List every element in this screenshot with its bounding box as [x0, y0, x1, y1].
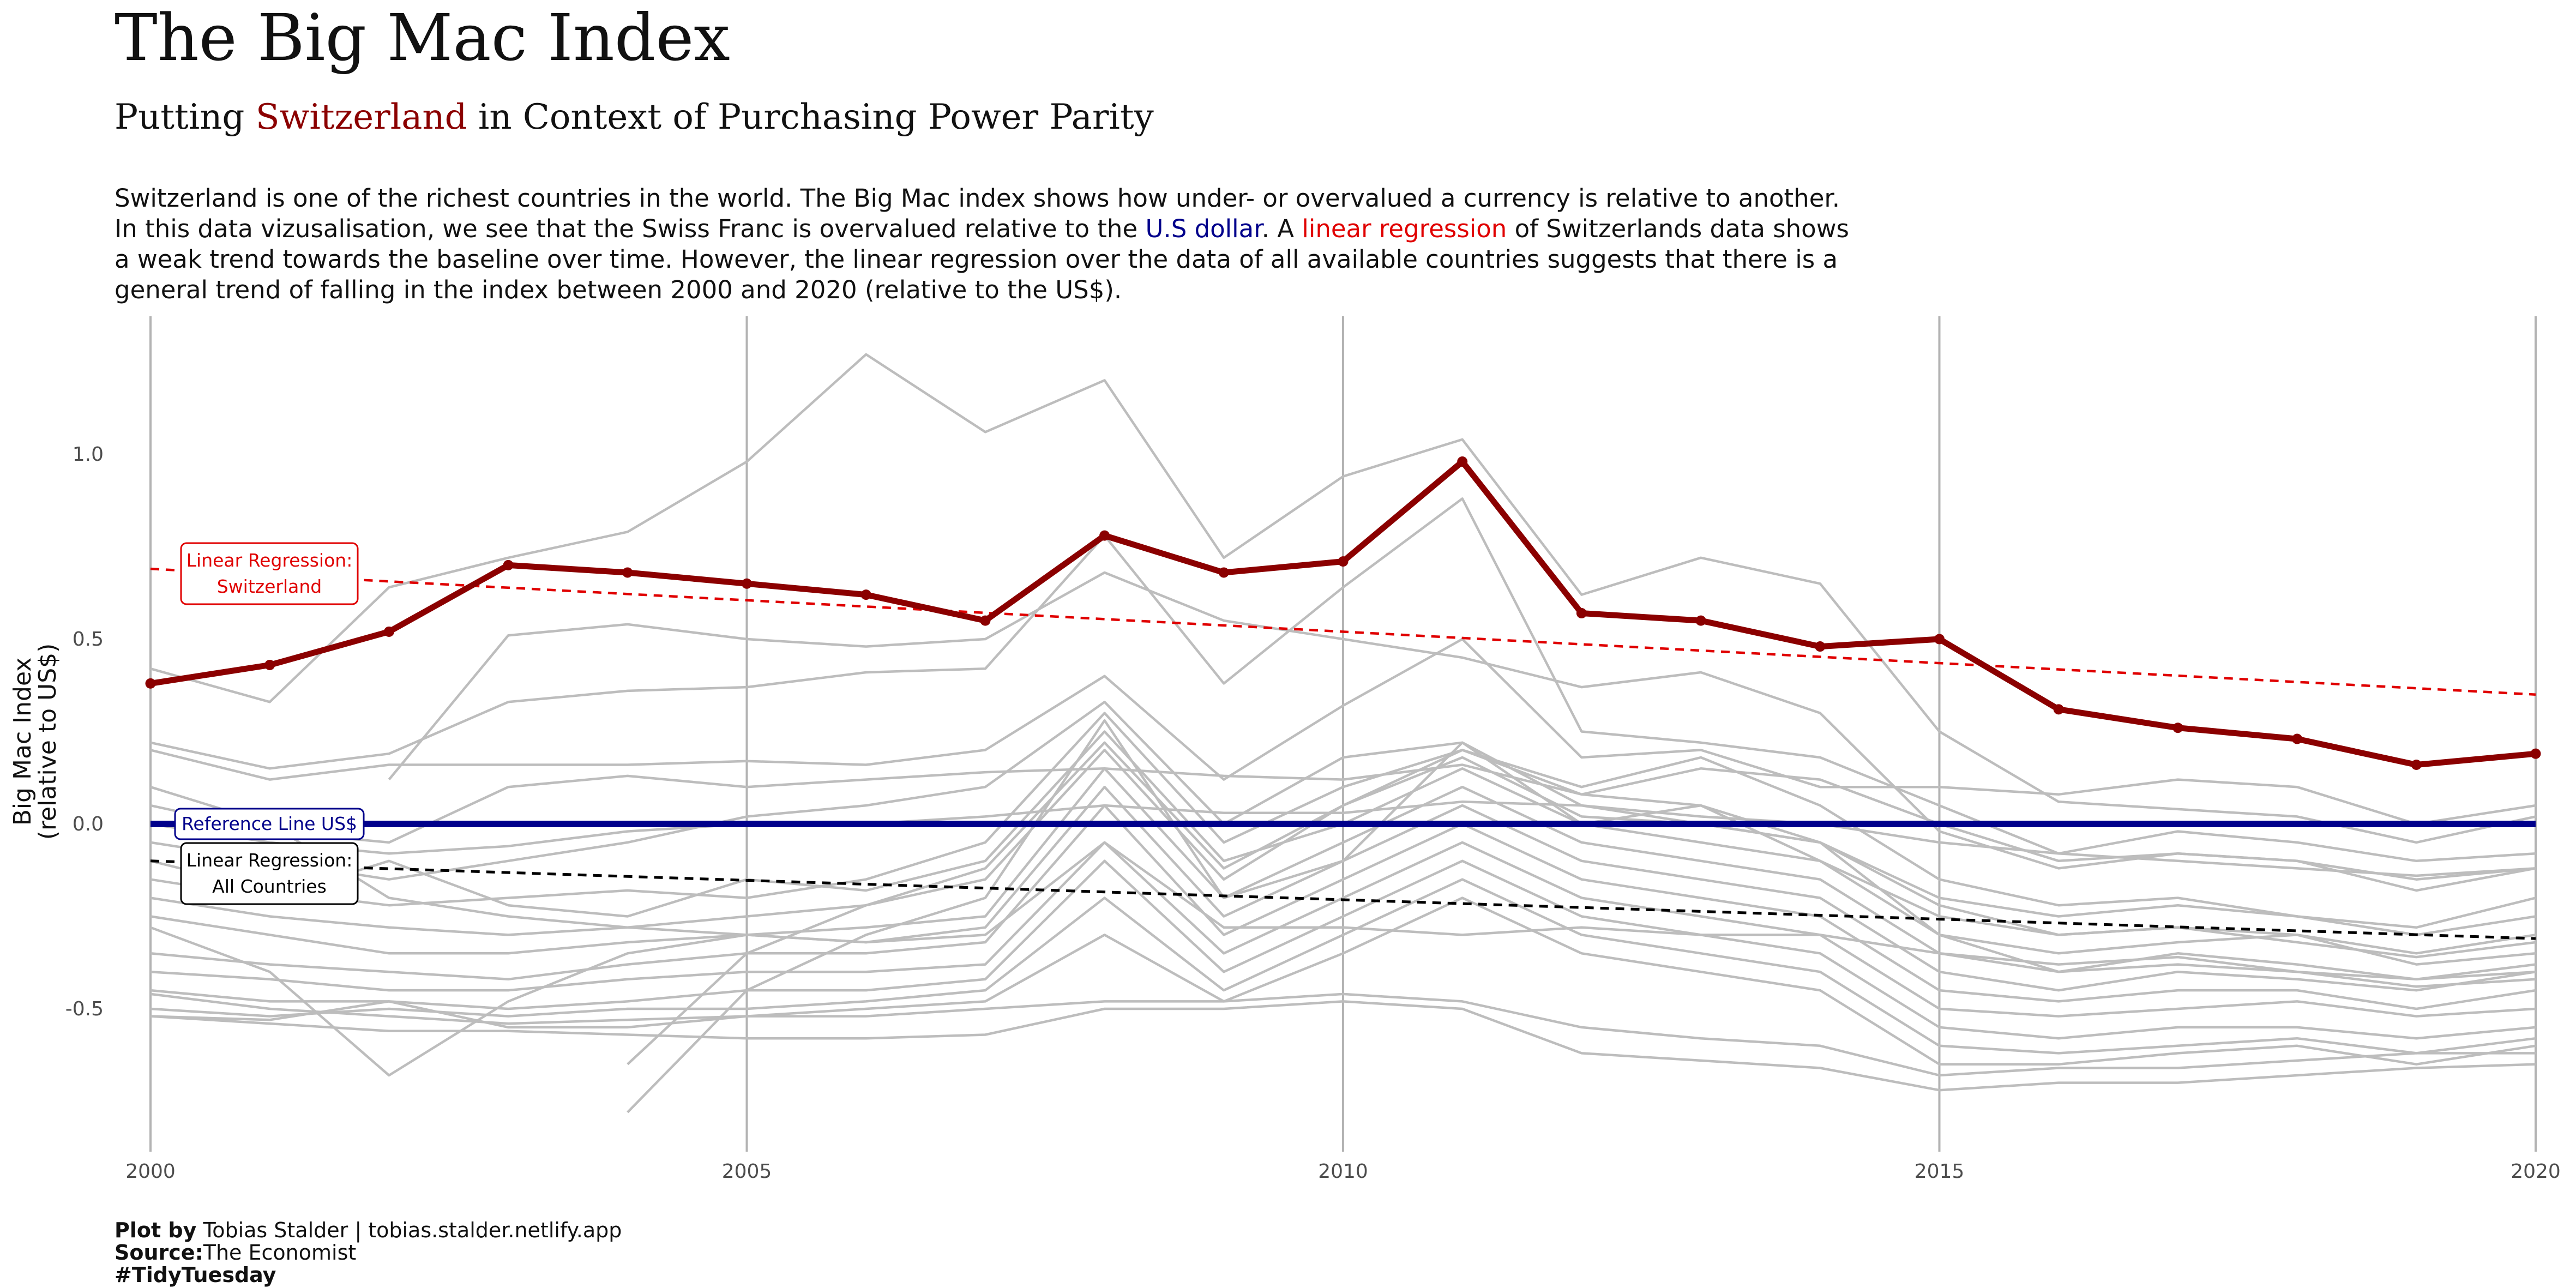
country-line-13 — [150, 841, 2536, 1018]
country-line-17 — [150, 1000, 2536, 1092]
switzerland-point-2009 — [1218, 567, 1229, 578]
switzerland-point-2000 — [145, 678, 156, 689]
country-line-5 — [150, 763, 2536, 892]
x-tick-label-2020: 2020 — [2511, 1160, 2561, 1183]
switzerland-point-2004 — [622, 567, 633, 578]
switzerland-point-2003 — [503, 559, 514, 570]
label-regression-all-countries: Linear Regression: All Countries — [180, 842, 359, 905]
description-line-2: In this data vizusalisation, we see that… — [115, 214, 2078, 244]
caption-source-value: The Economist — [203, 1241, 357, 1265]
switzerland-point-2017 — [2172, 723, 2183, 733]
country-line-1 — [150, 353, 2536, 844]
switzerland-point-2015 — [1934, 634, 1945, 645]
country-line-14 — [150, 859, 2536, 1040]
caption-source: Source:The Economist — [115, 1242, 622, 1264]
switzerland-point-2005 — [742, 578, 752, 589]
description-line-3: a weak trend towards the baseline over t… — [115, 245, 1838, 274]
switzerland-point-2007 — [980, 615, 991, 626]
caption-plot-by-value: Tobias Stalder | tobias.stalder.netlify.… — [196, 1218, 622, 1242]
y-axis-label: Big Mac Index(relative to US$) — [9, 643, 62, 840]
y-axis-label-line-2: (relative to US$) — [34, 643, 62, 840]
description-line-2c: of Switzerlands data shows — [1507, 214, 1849, 243]
caption-plot-by: Plot by Tobias Stalder | tobias.stalder.… — [115, 1219, 622, 1242]
caption-source-label: Source: — [115, 1241, 203, 1265]
country-line-12 — [150, 804, 2536, 1010]
chart-description: Switzerland is one of the richest countr… — [115, 183, 2078, 305]
y-tick-label--0.5: -0.5 — [65, 998, 104, 1020]
subtitle-suffix: in Context of Purchasing Power Parity — [467, 97, 1154, 137]
label-regression-all-countries-text-2: All Countries — [212, 876, 327, 897]
label-regression-switzerland-text-2: Switzerland — [217, 576, 322, 597]
caption-plot-by-label: Plot by — [115, 1218, 197, 1242]
country-line-3 — [150, 497, 2536, 863]
y-tick-label-0.0: 0.0 — [73, 813, 104, 835]
country-line-21 — [150, 786, 2536, 988]
x-tick-label-2000: 2000 — [125, 1160, 176, 1183]
switzerland-point-2020 — [2530, 748, 2541, 759]
other-countries-lines — [150, 353, 2536, 1114]
label-regression-switzerland: Linear Regression: Switzerland — [180, 542, 359, 605]
switzerland-point-2010 — [1338, 556, 1349, 567]
description-line-2a: In this data vizusalisation, we see that… — [115, 214, 1146, 243]
switzerland-point-2013 — [1695, 615, 1706, 626]
label-regression-all-countries-box — [180, 842, 359, 905]
y-tick-label-1.0: 1.0 — [73, 443, 104, 466]
switzerland-point-2012 — [1576, 608, 1587, 619]
switzerland-series — [145, 456, 2541, 771]
description-usd-highlight: U.S dollar — [1145, 214, 1262, 243]
y-axis-tick-labels: -0.5 0.0 0.5 1.0 — [65, 443, 104, 1020]
switzerland-point-2008 — [1099, 530, 1110, 541]
country-line-4 — [150, 637, 2536, 826]
description-line-1: Switzerland is one of the richest countr… — [115, 184, 1840, 213]
country-line-6 — [150, 701, 2536, 929]
country-line-20 — [627, 741, 2536, 1066]
country-line-10 — [150, 767, 2536, 981]
regression-line-switzerland — [150, 567, 2536, 696]
description-line-4: general trend of falling in the index be… — [115, 275, 1122, 304]
label-reference-line-box — [174, 808, 365, 840]
x-tick-label-2005: 2005 — [722, 1160, 772, 1183]
label-regression-switzerland-text-1: Linear Regression: — [186, 550, 353, 571]
y-axis-label-line-1: Big Mac Index — [9, 658, 37, 826]
subtitle-highlight: Switzerland — [255, 97, 467, 137]
caption-hashtag-text: #TidyTuesday — [115, 1263, 276, 1287]
label-reference-line-text-1: Reference Line US$ — [182, 813, 357, 834]
x-axis-tick-labels: 2000 2005 2010 2015 2020 — [125, 1160, 2561, 1183]
regression-lines — [150, 567, 2536, 940]
x-tick-label-2010: 2010 — [1318, 1160, 1368, 1183]
country-line-22 — [150, 801, 2536, 877]
country-line-2 — [388, 571, 2536, 881]
annotation-labels: Linear Regression: Switzerland Reference L… — [174, 542, 365, 905]
label-reference-line: Reference Line US$ — [174, 808, 365, 840]
regression-line-all-countries — [150, 859, 2536, 940]
subtitle-prefix: Putting — [115, 97, 256, 137]
description-line-2b: . A — [1261, 214, 1302, 243]
switzerland-point-2001 — [264, 659, 275, 670]
label-regression-switzerland-box — [180, 542, 359, 605]
x-tick-label-2015: 2015 — [1915, 1160, 1965, 1183]
switzerland-point-2016 — [2053, 704, 2064, 715]
switzerland-point-2011 — [1457, 456, 1468, 467]
switzerland-point-2019 — [2411, 760, 2422, 771]
switzerland-point-2006 — [860, 589, 871, 600]
chart-subtitle: Putting Switzerland in Context of Purcha… — [115, 97, 1154, 137]
chart-title: The Big Mac Index — [115, 0, 730, 75]
country-line-15 — [150, 878, 2536, 1055]
caption: Plot by Tobias Stalder | tobias.stalder.… — [115, 1219, 622, 1286]
country-line-18 — [150, 992, 2536, 1077]
label-regression-all-countries-text-1: Linear Regression: — [186, 850, 353, 871]
country-line-16 — [150, 896, 2536, 1066]
switzerland-point-2002 — [383, 626, 394, 637]
country-line-7 — [150, 712, 2536, 936]
switzerland-point-2018 — [2292, 733, 2303, 744]
y-tick-label-0.5: 0.5 — [73, 628, 104, 651]
description-lr-highlight: linear regression — [1302, 214, 1507, 243]
switzerland-point-2014 — [1815, 641, 1826, 652]
caption-hashtag: #TidyTuesday — [115, 1264, 622, 1286]
vertical-gridlines — [149, 316, 2537, 1152]
